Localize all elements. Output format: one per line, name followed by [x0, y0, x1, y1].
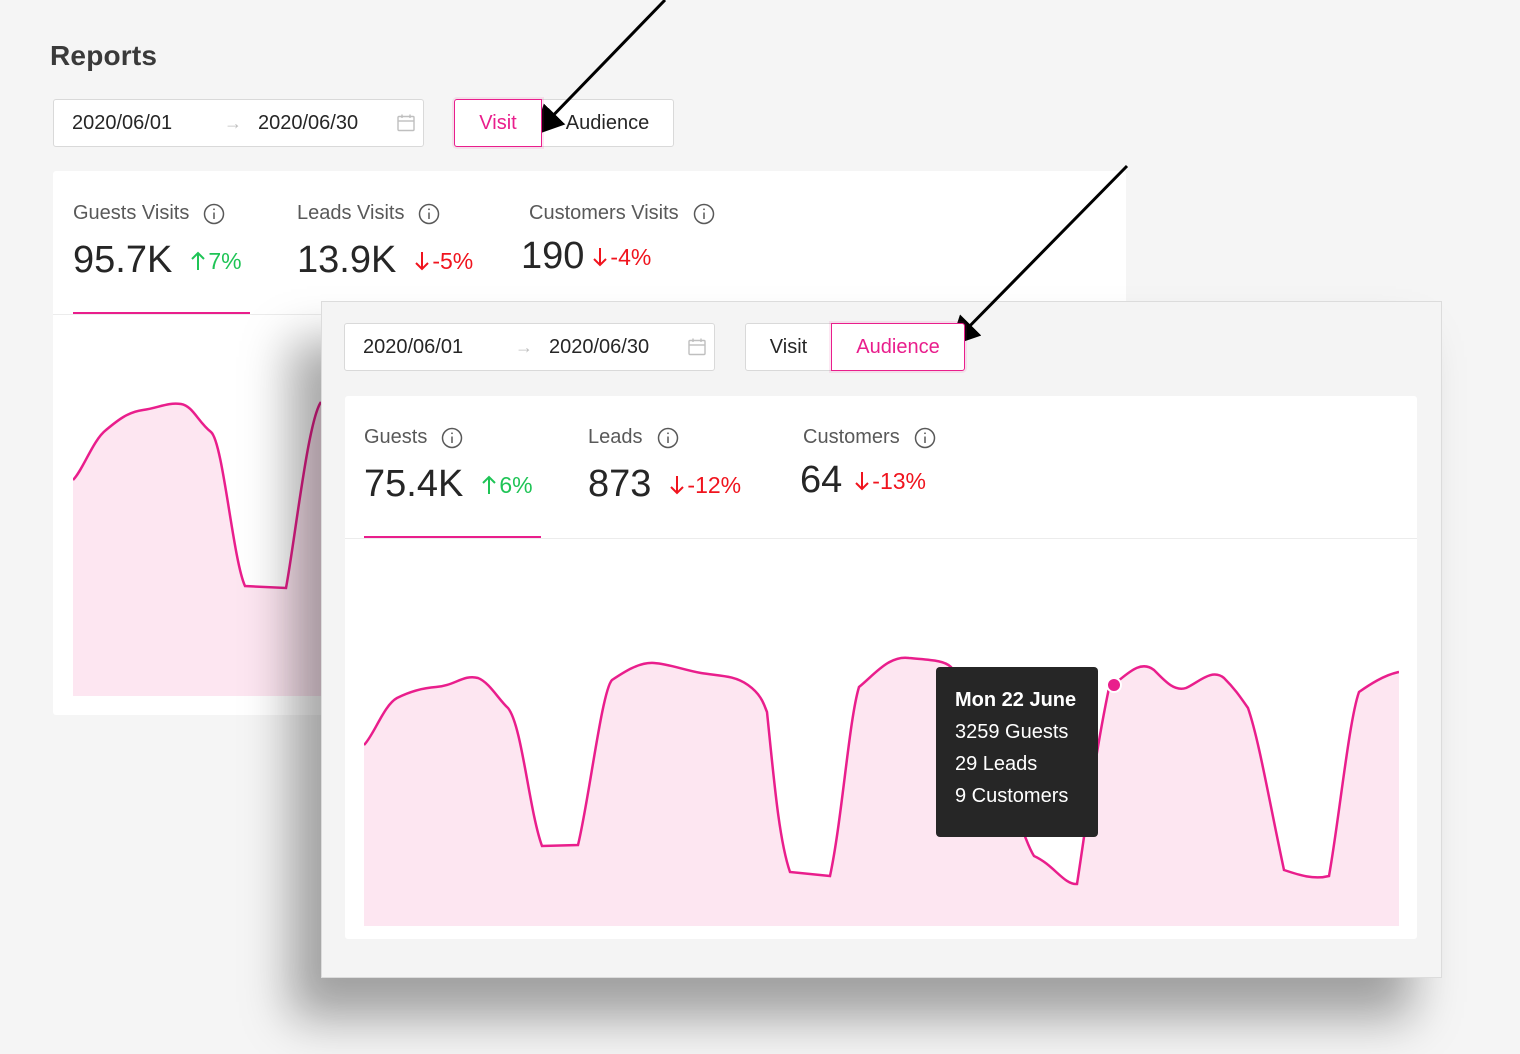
arrow-up-icon [482, 475, 497, 494]
calendar-icon [397, 114, 415, 132]
metric-leads[interactable]: Leads 873 -12% [588, 426, 741, 506]
metric-delta: -12% [669, 472, 741, 499]
range-end-input[interactable]: 2020/06/30 [258, 111, 359, 134]
chart-line [364, 656, 1399, 886]
info-icon[interactable] [914, 427, 936, 449]
metric-delta: -5% [414, 248, 473, 275]
metric-customers-visits[interactable]: Customers Visits 190 -4% [521, 202, 715, 278]
active-metric-underline [364, 536, 541, 539]
info-icon[interactable] [693, 203, 715, 225]
tooltip-date: Mon 22 June [955, 689, 1077, 711]
arrow-right-icon: → [515, 336, 533, 357]
tooltip-guests: 3259 Guests [955, 721, 1069, 743]
active-metric-underline [73, 312, 250, 315]
visits-area-chart [73, 401, 333, 696]
arrow-up-icon [191, 251, 206, 270]
metric-guests[interactable]: Guests 75.4K 6% [364, 426, 533, 506]
tooltip-customers: 9 Customers [955, 785, 1069, 807]
range-end-input[interactable]: 2020/06/30 [549, 335, 650, 358]
chart-area [364, 657, 1399, 926]
visit-tab[interactable]: Visit [454, 99, 542, 147]
metric-value: 64 [800, 459, 843, 501]
hover-point [1106, 677, 1122, 693]
metric-delta: 6% [481, 472, 533, 499]
info-icon[interactable] [441, 427, 463, 449]
info-icon[interactable] [203, 203, 225, 225]
metric-label: Customers [803, 426, 900, 448]
arrow-right-icon: → [224, 112, 242, 133]
metric-label: Leads Visits [297, 202, 405, 224]
metric-delta: -13% [854, 468, 926, 495]
calendar-icon [688, 338, 706, 356]
metric-leads-visits[interactable]: Leads Visits 13.9K -5% [297, 202, 473, 282]
page-title: Reports [50, 40, 158, 71]
audience-tab[interactable]: Audience [541, 99, 674, 147]
metric-value: 75.4K [364, 463, 464, 505]
metric-label: Leads [588, 426, 643, 448]
arrow-down-icon [670, 476, 685, 495]
date-range-picker[interactable]: 2020/06/01 → 2020/06/30 [53, 99, 424, 147]
arrow-down-icon [415, 252, 430, 271]
range-start-input[interactable]: 2020/06/01 [363, 335, 464, 358]
metric-value: 873 [588, 463, 652, 505]
metrics-divider [345, 538, 1417, 539]
range-start-input[interactable]: 2020/06/01 [72, 111, 173, 134]
metric-customers[interactable]: Customers 64 -13% [800, 426, 936, 502]
chart-line [73, 401, 323, 590]
date-range-picker[interactable]: 2020/06/01 → 2020/06/30 [344, 323, 715, 371]
metric-value: 13.9K [297, 239, 397, 281]
view-toggle: Visit Audience [745, 323, 965, 371]
metric-label: Guests [364, 426, 428, 448]
arrow-down-icon [855, 472, 869, 491]
metric-value: 95.7K [73, 239, 173, 281]
chart-tooltip: Mon 22 June 3259 Guests 29 Leads 9 Custo… [936, 667, 1098, 837]
chart-area [73, 402, 333, 696]
view-toggle: Visit Audience [454, 99, 674, 147]
info-icon[interactable] [657, 427, 679, 449]
metric-label: Guests Visits [73, 202, 190, 224]
tooltip-leads: 29 Leads [955, 753, 1038, 775]
info-icon[interactable] [418, 203, 440, 225]
metric-delta: -4% [592, 244, 651, 271]
metric-delta: 7% [190, 248, 242, 275]
visit-tab[interactable]: Visit [745, 323, 832, 371]
metric-value: 190 [521, 235, 585, 277]
metric-label: Customers Visits [529, 202, 679, 224]
audience-area-chart [364, 656, 1399, 926]
metric-guests-visits[interactable]: Guests Visits 95.7K 7% [73, 202, 242, 282]
audience-tab[interactable]: Audience [831, 323, 965, 371]
arrow-down-icon [593, 248, 608, 267]
